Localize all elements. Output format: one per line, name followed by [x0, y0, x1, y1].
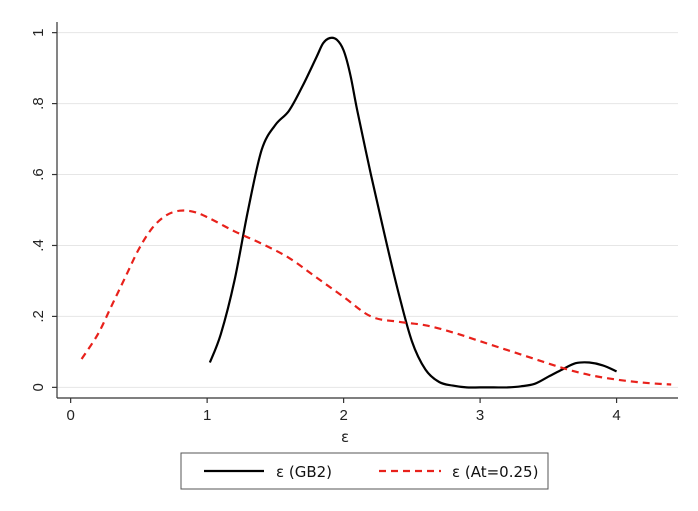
- y-axis-ticks: 0 .2 .4 .6 .8 1: [30, 28, 57, 392]
- y-tick-label: .2: [30, 310, 47, 323]
- series-lines: [80, 36, 672, 389]
- x-axis-title: ε: [341, 428, 349, 446]
- y-tick-label: .4: [30, 239, 47, 252]
- legend-label-gb2: ε (GB2): [276, 463, 332, 481]
- series-line-gb2: [208, 36, 618, 389]
- gridlines: [57, 32, 678, 388]
- y-tick-label: .8: [30, 97, 47, 110]
- y-tick-label: 1: [30, 28, 47, 36]
- legend: ε (GB2) ε (At=0.25): [180, 452, 549, 490]
- x-tick-label: 2: [339, 407, 347, 424]
- x-axis-ticks: 0 1 2 3 4: [66, 398, 621, 424]
- y-tick-label: .6: [30, 168, 47, 181]
- x-tick-label: 4: [612, 407, 620, 424]
- axes: [56, 22, 678, 399]
- legend-label-at025: ε (At=0.25): [452, 463, 538, 481]
- x-tick-label: 3: [476, 407, 484, 424]
- x-tick-label: 1: [203, 407, 211, 424]
- y-tick-label: 0: [30, 383, 47, 391]
- x-tick-label: 0: [66, 407, 74, 424]
- series-line-at025: [80, 209, 672, 386]
